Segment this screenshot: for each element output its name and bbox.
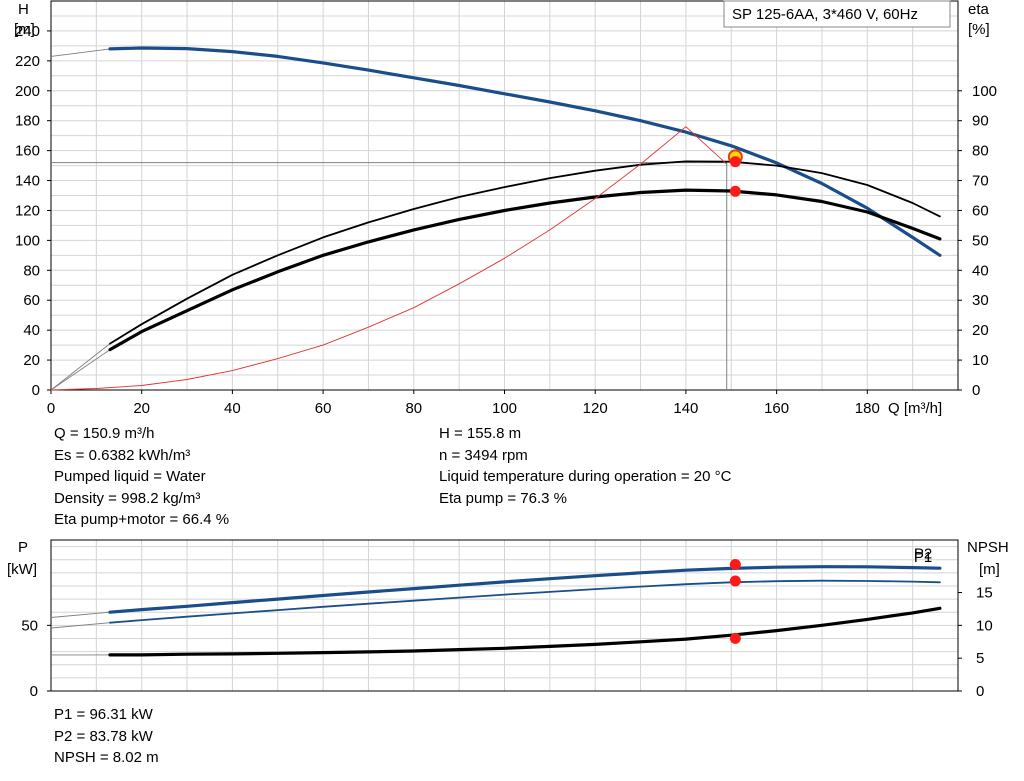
duty-point-marker-npsh [729,632,741,644]
x-tick-label: 20 [133,400,150,417]
duty-point-marker-p1 [729,559,741,571]
eta-tick-label: 20 [972,322,989,339]
eta-tick-label: 50 [972,232,989,249]
series-label-P2: P2 [914,545,932,562]
series-eta_pump_motor-extension [50,349,111,391]
duty-point-marker-p2 [729,575,741,587]
info-bottom-column: P1 = 96.31 kW P2 = 83.78 kW NPSH = 8.02 … [54,704,159,769]
eta-tick-label: 90 [972,113,989,130]
series-label-P1: P1 [914,549,932,566]
h-tick-label: 0 [32,382,40,399]
info-es: Es = 0.6382 kWh/m³ [54,446,191,464]
h-tick-label: 240 [15,23,40,40]
p-axis-unit: [kW] [7,561,37,578]
npsh-tick-label: 5 [976,650,984,667]
duty-point-marker-eta-pump-motor [729,185,741,197]
eta-axis-label: eta [968,1,990,18]
h-tick-label: 200 [15,83,40,100]
info-eta-pump-motor: Eta pump+motor = 66.4 % [54,511,230,528]
q-axis-label: Q [m³/h] [888,400,942,417]
npsh-tick-label: 10 [976,617,993,634]
info-h: H = 155.8 m [439,425,522,442]
x-tick-label: 180 [855,400,880,417]
h-tick-label: 140 [15,173,40,190]
eta-tick-label: 70 [972,173,989,190]
x-tick-label: 0 [47,400,55,417]
h-tick-label: 120 [15,202,40,219]
npsh-axis-unit: [m] [979,561,1000,578]
h-tick-label: 100 [15,232,40,249]
series-P1-line [108,565,942,614]
x-tick-label: 160 [764,400,789,417]
h-tick-label: 220 [15,53,40,70]
info-p2: P2 = 83.78 kW [54,727,153,745]
x-tick-label: 60 [315,400,332,417]
eta-tick-label: 10 [972,352,989,369]
x-tick-label: 120 [583,400,608,417]
series-eta_pump-line [109,160,941,345]
series-eta_pump-extension [50,343,111,391]
info-p1: P1 = 96.31 kW [54,706,153,723]
npsh-axis-label: NPSH [967,539,1009,556]
series-system-line [50,126,728,391]
info-q: Q = 150.9 m³/h [54,425,155,442]
h-tick-label: 80 [23,262,40,279]
lower-plot-frame [50,539,959,692]
eta-tick-label: 80 [972,143,989,160]
p-axis-label: P [18,539,28,556]
p-tick-label: 50 [21,617,38,634]
eta-tick-label: 60 [972,202,989,219]
eta-tick-label: 30 [972,292,989,309]
eta-tick-label: 0 [972,382,980,399]
series-NPSH-line [108,606,942,657]
x-tick-label: 140 [673,400,698,417]
h-tick-label: 160 [15,143,40,160]
info-n: n = 3494 rpm [439,446,528,464]
h-axis-unit: [m] [14,21,35,38]
series-P1-extension [50,611,111,618]
info-eta-pump: Eta pump = 76.3 % [439,489,567,507]
series-H-line [108,46,942,257]
duty-point-marker-eta-pump [729,156,741,168]
x-tick-label: 80 [405,400,422,417]
info-right-column: H = 155.8 m n = 3494 rpm Liquid temperat… [439,423,731,509]
h-tick-label: 20 [23,352,40,369]
p-tick-label: 0 [30,683,38,700]
h-tick-label: 40 [23,322,40,339]
series-P2-line [109,579,941,624]
h-axis-label: H [18,1,29,18]
title-box [723,0,951,28]
x-tick-label: 40 [224,400,241,417]
npsh-tick-label: 15 [976,585,993,602]
h-tick-label: 60 [23,292,40,309]
npsh-tick-label: 0 [976,683,984,700]
series-P2-extension [50,622,111,629]
info-npsh: NPSH = 8.02 m [54,749,159,766]
info-left-column: Q = 150.9 m³/h Es = 0.6382 kWh/m³ Pumped… [54,423,229,531]
info-pumped-liquid: Pumped liquid = Water [54,468,206,485]
x-tick-label: 100 [492,400,517,417]
eta-tick-label: 100 [972,83,997,100]
info-density: Density = 998.2 kg/m³ [54,489,201,507]
eta-axis-unit: [%] [968,21,990,38]
eta-tick-label: 40 [972,262,989,279]
h-tick-label: 180 [15,113,40,130]
series-H-extension [50,48,111,57]
chart-title: SP 125-6AA, 3*460 V, 60Hz [732,6,918,23]
series-eta_pump_motor-line [108,188,942,352]
info-liquid-temperature: Liquid temperature during operation = 20… [439,468,732,485]
